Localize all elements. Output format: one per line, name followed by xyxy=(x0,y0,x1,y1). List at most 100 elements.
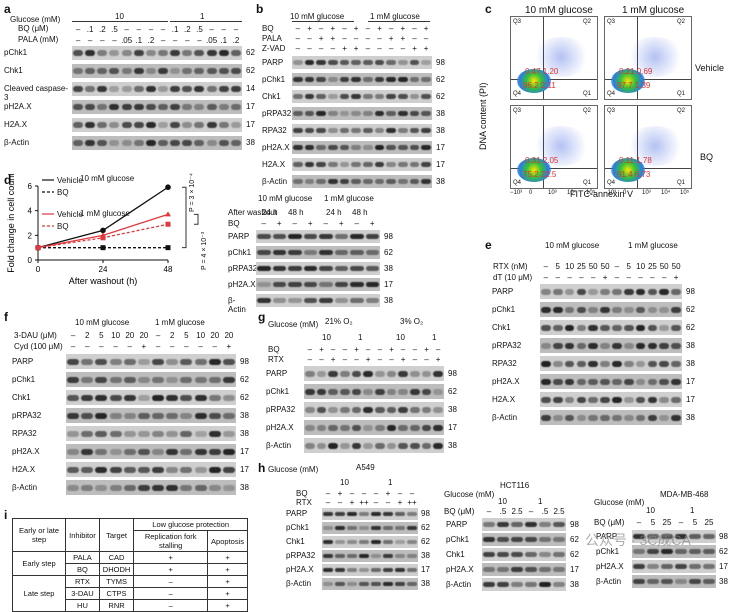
band xyxy=(564,396,575,403)
b-group-1: 1 mM glucose xyxy=(370,12,420,21)
band xyxy=(85,140,96,146)
blot-strip xyxy=(540,392,682,407)
band xyxy=(230,68,241,74)
lane-value: + xyxy=(389,345,394,354)
band xyxy=(218,104,229,110)
band xyxy=(133,50,144,56)
band xyxy=(230,140,241,146)
band xyxy=(180,412,193,419)
lane-value: + xyxy=(424,345,429,354)
lane-value: – xyxy=(365,345,371,354)
gate-v xyxy=(637,17,638,99)
lane-value: – xyxy=(75,36,81,45)
band xyxy=(230,50,241,56)
lane-value: – xyxy=(70,342,76,351)
cell: CAD xyxy=(98,551,135,564)
band xyxy=(386,161,396,168)
blot-strip xyxy=(256,278,380,291)
band xyxy=(600,414,610,421)
band xyxy=(375,388,385,395)
band xyxy=(81,358,94,365)
band xyxy=(137,358,150,365)
lane-value: – xyxy=(209,25,214,34)
band xyxy=(633,578,645,585)
band xyxy=(73,104,84,110)
band xyxy=(398,59,408,66)
blot-label: β-Actin xyxy=(12,482,38,492)
mw-marker: 38 xyxy=(240,410,249,420)
d-blot-title: After washout xyxy=(228,208,277,217)
lane-value: 50 xyxy=(600,262,610,271)
band xyxy=(293,178,303,185)
band xyxy=(95,466,108,473)
blot-label: pChk1 xyxy=(228,247,252,257)
band xyxy=(363,388,373,395)
f-group-10: 10 mM glucose xyxy=(75,318,130,327)
lane-value: + xyxy=(337,489,343,498)
mw-marker: 38 xyxy=(436,108,445,118)
blot-strip xyxy=(66,354,236,369)
band xyxy=(600,342,610,349)
band xyxy=(363,442,373,449)
band xyxy=(305,406,315,413)
band xyxy=(671,288,681,295)
band xyxy=(525,581,537,588)
lane-value: .5 xyxy=(499,507,507,516)
band xyxy=(323,553,333,559)
band xyxy=(350,265,364,272)
lane-value: + xyxy=(385,489,391,498)
band xyxy=(689,533,701,540)
lane-value: 5 xyxy=(184,331,189,340)
band xyxy=(158,122,169,128)
band xyxy=(409,144,420,151)
cell: – xyxy=(133,575,209,588)
h-hct-glucose-label: Glucose (mM) xyxy=(444,490,495,499)
quadrant-q2: Q2 xyxy=(583,108,592,114)
band xyxy=(293,110,303,117)
band xyxy=(564,360,575,367)
band xyxy=(375,442,385,449)
band xyxy=(67,412,80,419)
band xyxy=(166,376,179,383)
lane-value: – xyxy=(650,273,655,282)
band xyxy=(386,76,396,83)
band xyxy=(612,324,622,331)
blot-strip xyxy=(322,578,418,590)
band xyxy=(158,86,169,92)
h-hct-bq-label: BQ (μM) xyxy=(444,507,475,516)
band xyxy=(351,178,361,185)
band xyxy=(433,406,443,413)
lane-value: – xyxy=(155,342,161,351)
data-point xyxy=(165,184,171,191)
lane-value: – xyxy=(233,25,239,34)
mw-marker: 62 xyxy=(421,523,430,532)
band xyxy=(612,360,622,367)
band xyxy=(525,521,537,528)
lane-value: 10 xyxy=(636,262,646,271)
band xyxy=(661,563,673,570)
glucose-value: 1 xyxy=(538,497,543,506)
band xyxy=(564,378,575,385)
blot-label: pChk1 xyxy=(286,523,310,532)
band xyxy=(180,448,193,455)
c-col-title-1: 1 mM glucose xyxy=(622,5,685,16)
band xyxy=(433,424,443,431)
band xyxy=(133,104,144,110)
band xyxy=(363,127,373,134)
band xyxy=(121,104,132,110)
quadrant-q4: Q4 xyxy=(607,91,616,97)
band xyxy=(328,388,338,395)
cell-scatter xyxy=(531,37,591,77)
band xyxy=(123,376,136,383)
gate-h xyxy=(605,79,691,80)
band xyxy=(374,161,385,168)
lane-value: – xyxy=(342,24,347,33)
lane-value: + xyxy=(141,342,147,351)
band xyxy=(194,376,207,383)
band xyxy=(359,525,369,531)
mw-marker: 98 xyxy=(240,356,249,366)
quadrant-q1: Q1 xyxy=(677,180,686,186)
band xyxy=(386,93,396,100)
band xyxy=(398,127,408,134)
band xyxy=(316,93,326,100)
